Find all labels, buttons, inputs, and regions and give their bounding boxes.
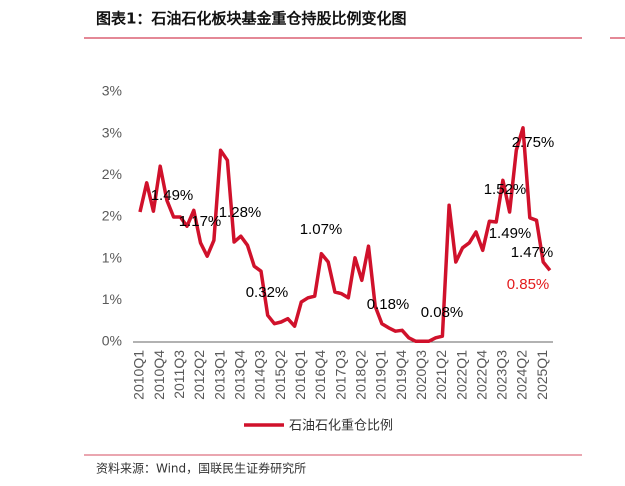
y-tick-label: 0% (102, 333, 122, 349)
x-tick-label: 2016Q1 (292, 350, 308, 400)
annotation: 1.28% (219, 204, 262, 221)
x-tick-label: 2023Q3 (494, 350, 510, 400)
annotation: 2.75% (512, 134, 555, 151)
chart-title: 图表1：石油石化板块基金重仓持股比例变化图 (96, 10, 406, 28)
y-tick-label: 2% (102, 166, 122, 182)
x-tick-label: 2011Q3 (171, 350, 187, 399)
annotation: 1.17% (179, 213, 222, 230)
y-tick-label: 3% (102, 124, 122, 140)
y-tick-label: 2% (102, 208, 122, 224)
annotation: 0.32% (246, 284, 289, 301)
x-tick-label: 2020Q3 (413, 350, 429, 400)
x-tick-label: 2010Q4 (151, 350, 167, 400)
annotation: 1.07% (300, 221, 343, 238)
annotation: 0.08% (421, 304, 464, 321)
x-tick-label: 2024Q2 (514, 350, 530, 400)
x-tick-label: 2018Q2 (352, 350, 368, 400)
x-tick-label: 2025Q1 (534, 350, 550, 400)
y-tick-label: 1% (102, 249, 122, 265)
annotation: 1.49% (489, 225, 532, 242)
annotation: 0.85% (507, 276, 550, 293)
annotation: 1.49% (151, 187, 194, 204)
x-tick-label: 2016Q4 (312, 350, 328, 400)
x-tick-label: 2017Q3 (332, 350, 348, 400)
x-tick-label: 2012Q2 (191, 350, 207, 400)
x-tick-label: 2014Q3 (252, 350, 268, 400)
x-tick-label: 2013Q4 (232, 350, 248, 400)
x-tick-label: 2013Q1 (211, 350, 227, 400)
y-tick-label: 1% (102, 291, 122, 307)
annotation: 0.18% (367, 296, 410, 313)
annotation: 1.52% (484, 181, 527, 198)
x-tick-label: 2015Q2 (272, 350, 288, 400)
source: 资料来源：Wind，国联民生证券研究所 (96, 461, 306, 476)
x-tick-label: 2022Q4 (473, 350, 489, 400)
x-tick-label: 2010Q1 (131, 350, 147, 400)
x-tick-label: 2022Q1 (453, 350, 469, 400)
x-tick-label: 2021Q2 (433, 350, 449, 400)
line-series (138, 126, 552, 343)
legend-label: 石油石化重仓比例 (289, 418, 393, 434)
annotation: 1.47% (511, 244, 554, 261)
y-tick-label: 3% (102, 83, 122, 99)
x-tick-label: 2019Q4 (393, 350, 409, 400)
x-tick-label: 2019Q1 (373, 350, 389, 400)
